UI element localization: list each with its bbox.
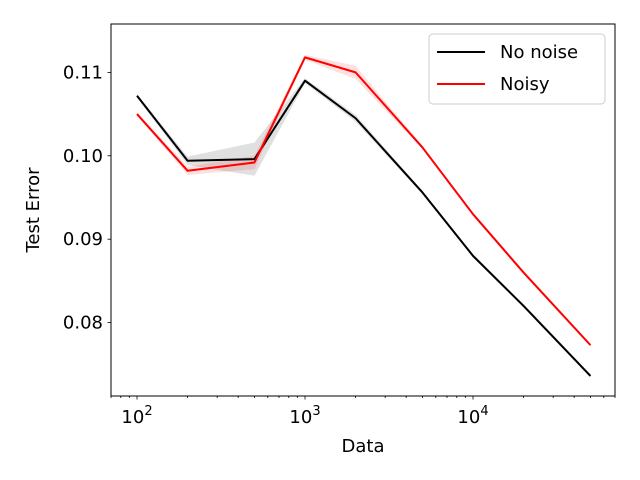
legend-label-no-noise: No noise <box>500 42 578 63</box>
noisy-line <box>136 56 592 346</box>
legend-label-noisy: Noisy <box>500 74 550 95</box>
x-axis-ticks: 102 103 104 <box>110 396 616 428</box>
y-tick-label: 0.09 <box>63 229 103 250</box>
no-noise-band <box>137 78 591 378</box>
series-lines <box>136 56 592 377</box>
y-tick-label: 0.08 <box>63 313 103 334</box>
confidence-bands <box>137 54 591 378</box>
plot-frame <box>110 23 616 397</box>
x-axis-label: Data <box>342 436 385 457</box>
legend: No noise Noisy <box>428 33 606 105</box>
x-tick-label: 103 <box>289 404 320 428</box>
y-tick-label: 0.11 <box>63 62 103 83</box>
x-tick-label: 102 <box>121 404 152 428</box>
y-axis-label: Test Error <box>23 167 44 254</box>
y-axis-ticks: 0.08 0.09 0.10 0.11 <box>63 62 111 334</box>
y-tick-label: 0.10 <box>63 146 103 167</box>
x-tick-label: 104 <box>457 404 488 428</box>
no-noise-line <box>136 79 592 377</box>
